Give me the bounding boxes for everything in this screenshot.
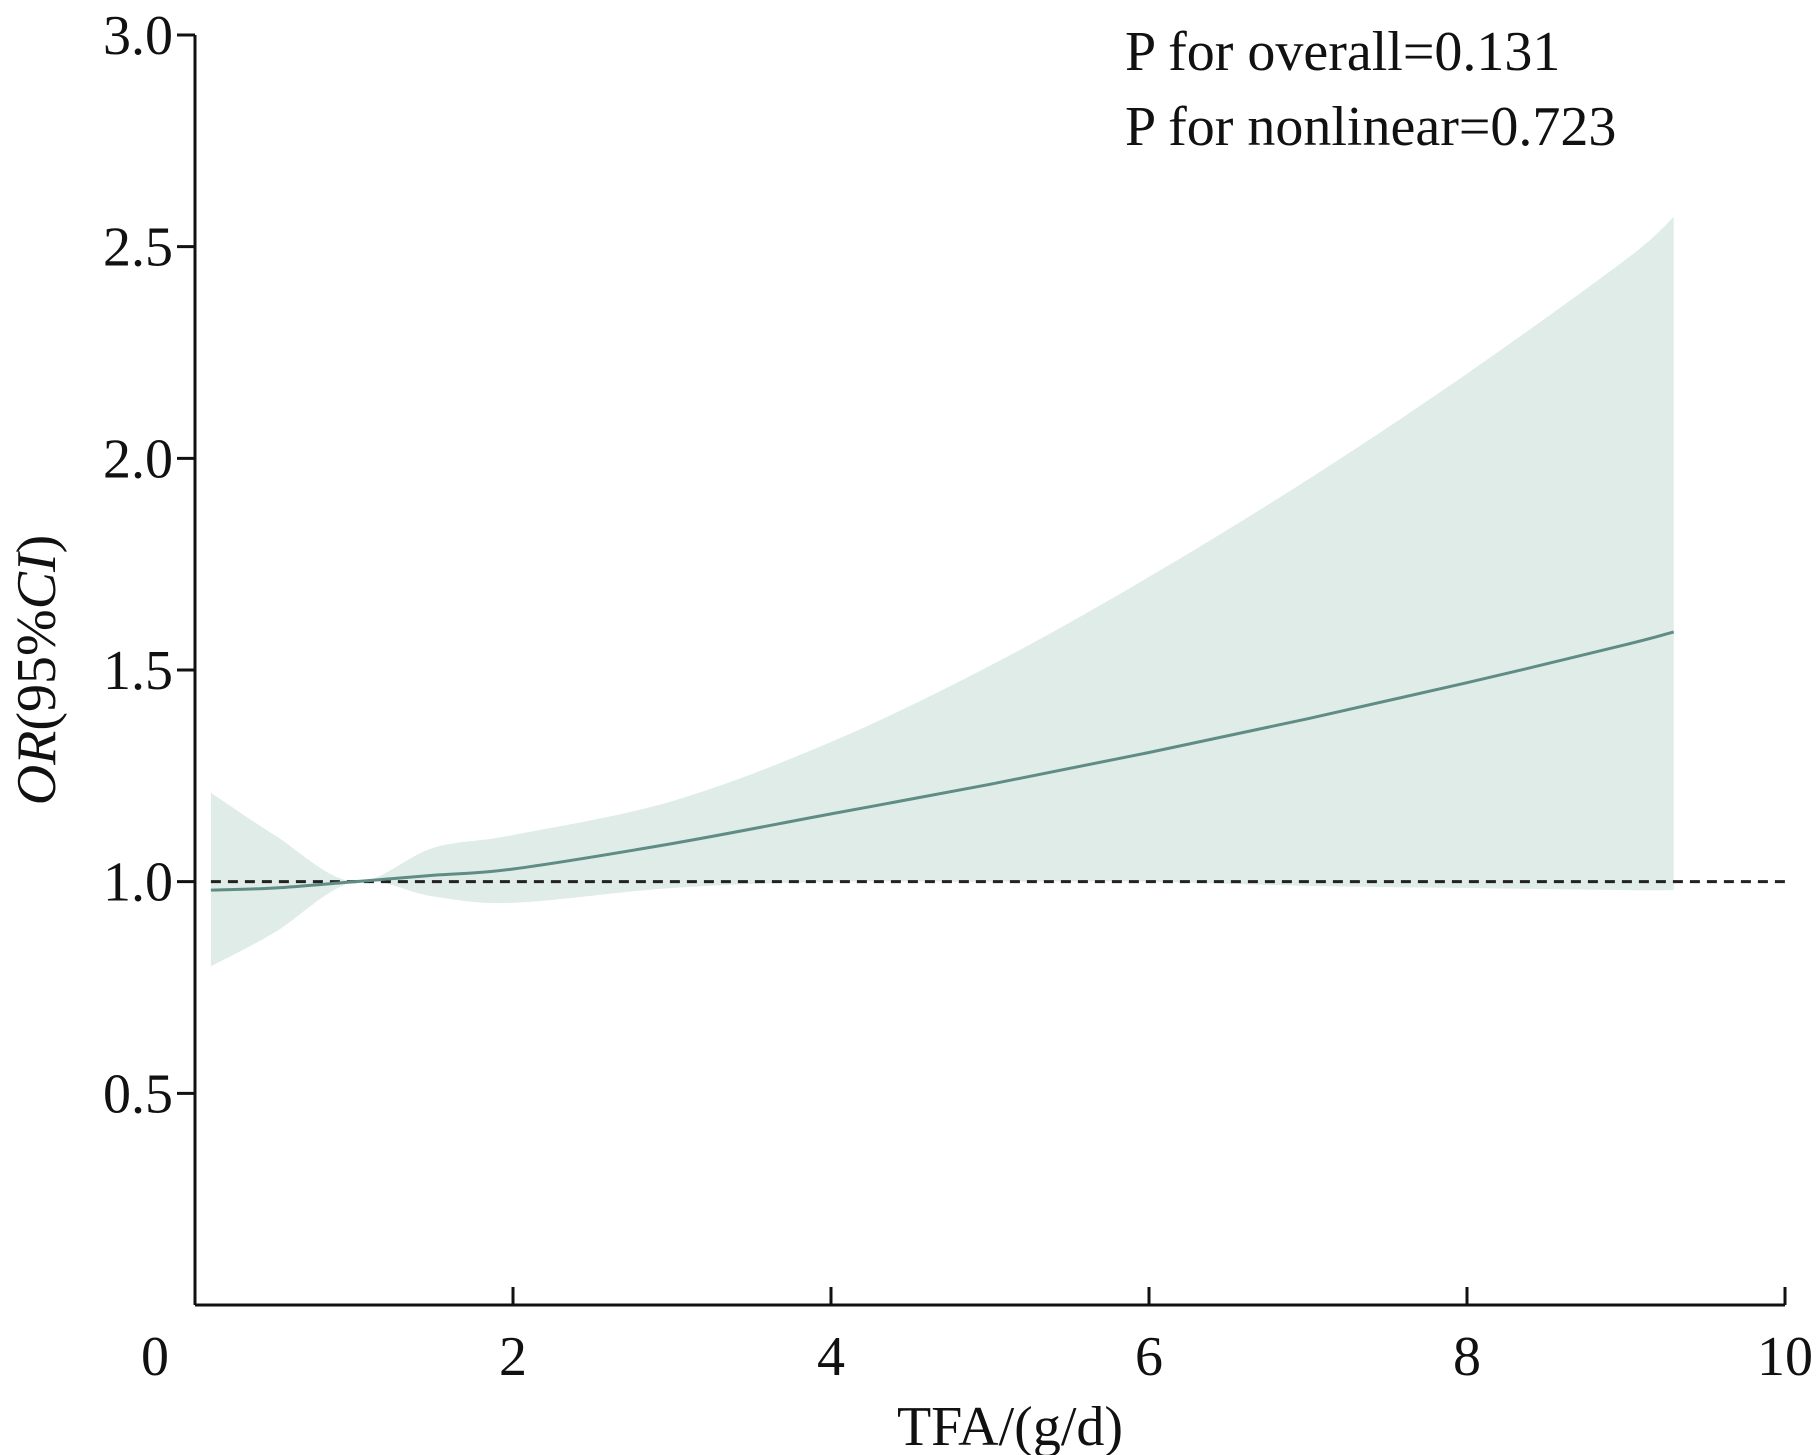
x-tick-label-4: 4 — [817, 1326, 845, 1388]
y-axis-title: OR(95%CI) — [6, 535, 68, 806]
y-tick-label-2.0: 2.0 — [103, 428, 173, 490]
x-tick-label-0: 0 — [141, 1326, 169, 1388]
x-tick-label-6: 6 — [1135, 1326, 1163, 1388]
estimate-line — [210, 630, 1675, 892]
x-axis-title: TFA/(g/d) — [897, 1396, 1123, 1455]
y-axis-title-ci: CI — [6, 551, 68, 609]
axes-layer: 0.5 1.0 1.5 2.0 2.5 3.0 0 2 4 6 8 10 — [103, 5, 1813, 1388]
x-tick-label-8: 8 — [1453, 1326, 1481, 1388]
y-tick-label-0.5: 0.5 — [103, 1063, 173, 1125]
p-overall-annotation: P for overall=0.131 — [1125, 21, 1560, 83]
confidence-band — [210, 217, 1674, 967]
y-tick-label-1.0: 1.0 — [103, 852, 173, 914]
y-axis-title-or: OR — [6, 731, 68, 806]
x-tick-label-2: 2 — [499, 1326, 527, 1388]
y-tick-label-2.5: 2.5 — [103, 217, 173, 279]
y-tick-label-3.0: 3.0 — [103, 5, 173, 67]
x-tick-label-10: 10 — [1757, 1326, 1813, 1388]
y-axis-title-end: ) — [6, 535, 68, 554]
plot-layer — [210, 217, 1785, 967]
y-axis-title-mid: (95% — [6, 609, 68, 730]
p-nonlinear-annotation: P for nonlinear=0.723 — [1125, 96, 1616, 158]
y-tick-label-1.5: 1.5 — [103, 640, 173, 702]
